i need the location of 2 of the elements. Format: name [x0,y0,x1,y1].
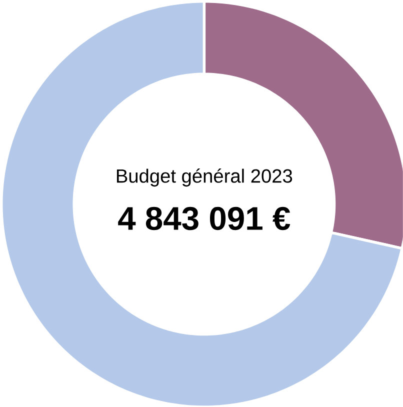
text: Budget général 2023 [117,168,292,187]
text: 4 843 091 € [118,206,290,230]
